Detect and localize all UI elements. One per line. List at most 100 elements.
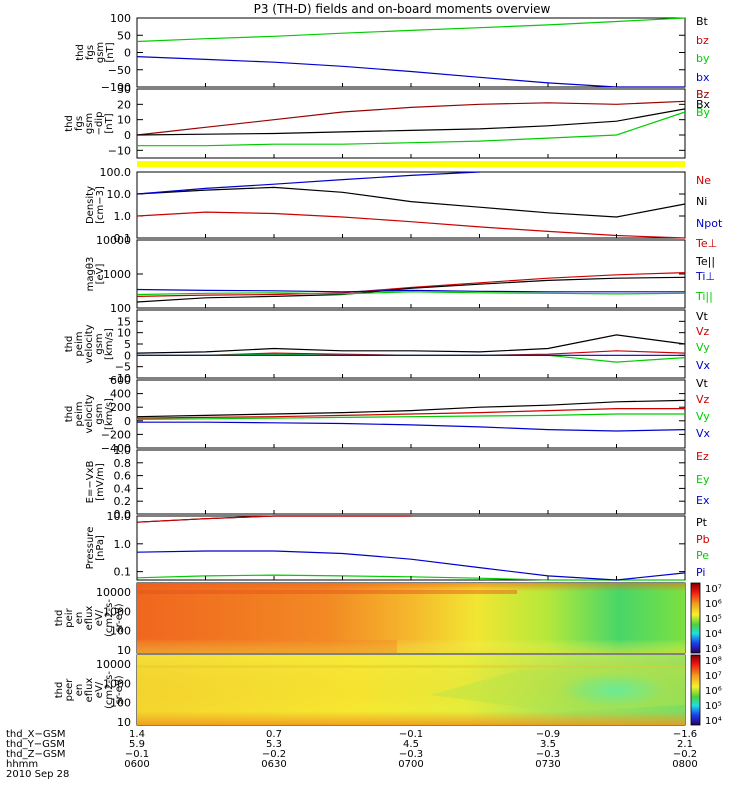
y-axis-label-line: en: [74, 684, 85, 697]
x-tick-value: 5.9: [129, 739, 145, 750]
colorbar-tick-label: 10⁸: [705, 656, 722, 667]
y-tick-label: −200: [101, 428, 131, 441]
x-tick-value: 2.1: [677, 739, 693, 750]
y-axis-label-line: thd: [54, 682, 65, 699]
y-axis-label-line: (cm2-s-: [104, 671, 115, 709]
legend-Ti: Ti||: [695, 290, 713, 303]
y-axis-label-line: [eV]: [95, 264, 106, 285]
y-tick-label: 10: [117, 327, 131, 340]
legend-Vx: Vx: [696, 427, 711, 440]
y-tick-label: 0.4: [114, 482, 132, 495]
y-tick-label: −10: [108, 144, 131, 157]
panel-frame: [136, 17, 686, 88]
y-tick-label: 0.2: [114, 495, 132, 508]
legend-Bt: Bt: [696, 15, 709, 28]
series-line-Te: [136, 276, 686, 303]
x-row-label: thd_Z−GSM: [6, 749, 66, 760]
y-axis-label: Density [cm−3]: [85, 186, 106, 224]
colorbar-tick-label: 10⁶: [705, 599, 722, 610]
colorbar-tick-label: 10⁴: [705, 629, 722, 640]
x-axis-annotation: thd_X−GSM 1.4 0.7 −0.1 −0.9 −1.6 thd_Y−GSM 5.9 5…: [6, 729, 698, 780]
y-axis-label-line: [nPa]: [95, 535, 106, 561]
date-label: 2010 Sep 28: [6, 769, 69, 780]
y-tick-label: 5: [124, 338, 131, 351]
electron-spectrogram: [137, 655, 685, 725]
x-tick-value: −0.9: [536, 729, 560, 740]
y-tick-label: 50: [117, 29, 131, 42]
y-axis-label-line: eV/: [94, 681, 105, 698]
panel-frame: [136, 171, 686, 239]
series-line-Ne: [136, 211, 686, 239]
legend-Bz: Bz: [696, 88, 710, 101]
legend-By: By: [696, 106, 711, 119]
y-axis-label-line: thd: [64, 336, 75, 353]
y-tick-label: 1.0: [114, 210, 132, 223]
x-tick-value: −0.3: [536, 749, 560, 760]
x-tick-value: 0.7: [266, 729, 282, 740]
y-axis-label-line: eV/: [94, 609, 105, 626]
panel-fgs_gsm: 100 50 0 −50 −100 thd fgs gsm [nT] Bt bz by bx: [75, 12, 710, 94]
x-tick-value: 0730: [535, 759, 560, 770]
y-tick-label: 0: [124, 47, 131, 60]
x-row-label: hhmm: [6, 759, 38, 770]
y-axis-label-line: peim: [74, 401, 85, 426]
series-line-Pt: [136, 515, 411, 523]
legend-Vt: Vt: [696, 310, 709, 323]
x-tick-value: −0.2: [673, 749, 697, 760]
y-tick-label: 1000: [103, 677, 131, 690]
y-tick-label: 0.6: [114, 470, 132, 483]
panel-frame: [136, 88, 686, 159]
legend-bx: bx: [696, 71, 710, 84]
y-tick-label: −5: [115, 361, 131, 374]
y-axis-label-line: velocity: [84, 394, 95, 433]
colorbar-tick-label: 10⁵: [705, 614, 722, 625]
colorbar: [690, 582, 701, 654]
colorbar-tick-label: 10⁵: [705, 701, 722, 712]
x-tick-value: 0630: [261, 759, 286, 770]
y-axis-label-line: sr-eV): [114, 603, 125, 632]
y-tick-label: 600: [110, 374, 131, 387]
y-axis-label-line: (cm2-s-: [104, 599, 115, 637]
y-axis-label: magθ3 [eV]: [85, 257, 106, 292]
y-axis-label: thd peim velocity gsm [km/s]: [64, 324, 115, 363]
legend-Vt: Vt: [696, 377, 709, 390]
legend-by: by: [696, 52, 710, 65]
y-axis-label-line: [km/s]: [104, 398, 115, 430]
legend-Ex: Ex: [696, 494, 710, 507]
series-line-Pi: [136, 550, 686, 581]
y-axis-label-line: peir: [64, 607, 75, 627]
y-axis-label: thd fgs gsm [nT]: [75, 42, 116, 63]
y-axis-label-line: [km/s]: [104, 328, 115, 360]
legend-Ey: Ey: [696, 473, 710, 486]
series-line-Te: [136, 272, 686, 297]
y-axis-label-line: gsm: [94, 403, 105, 424]
y-tick-label: 0.1: [114, 566, 132, 579]
y-tick-label: 10: [117, 114, 131, 127]
y-axis-label-line: eflux: [84, 606, 95, 631]
y-axis-label: thd fgs gsm −dip [nT]: [64, 112, 115, 136]
y-axis-label-line: gsm: [95, 42, 106, 63]
y-tick-label: 20: [117, 98, 131, 111]
y-axis-label-line: fgs: [85, 45, 96, 60]
y-axis-label-line: gsm: [84, 113, 95, 134]
legend-Vy: Vy: [696, 410, 710, 423]
y-axis-label-line: sr-eV): [114, 675, 125, 704]
y-tick-label: 10000: [96, 586, 131, 599]
panel-temperature: 10000 1000 100 magθ3 [eV] Te⊥ Te|| Ti⊥ Ti||: [85, 234, 717, 315]
colorbar-tick-label: 10⁷: [705, 584, 722, 595]
y-axis-label-line: velocity: [84, 324, 95, 363]
y-axis-label-line: eflux: [84, 678, 95, 703]
y-axis-label-line: peim: [74, 331, 85, 356]
panel-frame: [136, 309, 686, 379]
y-axis-label-line: magθ3: [85, 257, 96, 292]
y-axis-label: thd peer en eflux eV/(cm2-s-sr-eV): [54, 671, 125, 709]
y-tick-label: 0.8: [114, 457, 132, 470]
series-line-Ti: [136, 288, 685, 293]
y-tick-label: 0: [124, 415, 131, 428]
panel-peer_en_eflux: 10000 1000 100 10 thd peer en eflux eV/(cm2-s-sr…: [54, 654, 686, 729]
legend-Pe: Pe: [696, 549, 709, 562]
